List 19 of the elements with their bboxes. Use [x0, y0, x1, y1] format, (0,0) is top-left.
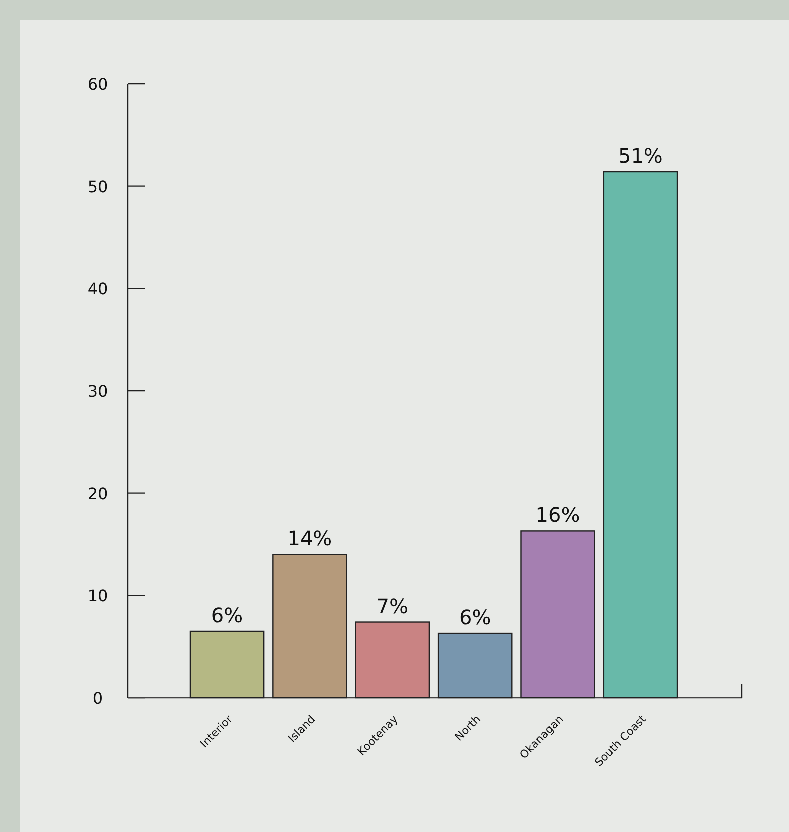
bar — [272, 554, 348, 699]
data-label: 7% — [376, 594, 409, 618]
y-tick-label: 10 — [88, 586, 108, 606]
data-label: 14% — [288, 526, 332, 551]
data-label: 6% — [211, 603, 244, 628]
bar — [355, 622, 430, 699]
y-tick-label: 50 — [88, 177, 108, 196]
y-tick-label: 30 — [88, 382, 108, 401]
bar — [190, 630, 265, 699]
y-tick-label: 40 — [88, 280, 108, 299]
data-label: 51% — [618, 144, 663, 168]
y-tick-label: 60 — [88, 75, 108, 94]
y-tick-label: 20 — [88, 484, 108, 504]
bar — [603, 171, 678, 699]
data-label: 6% — [459, 606, 492, 630]
y-tick-label: 0 — [92, 689, 104, 708]
data-label: 16% — [536, 503, 580, 528]
bar — [438, 632, 513, 699]
bar — [520, 530, 596, 699]
